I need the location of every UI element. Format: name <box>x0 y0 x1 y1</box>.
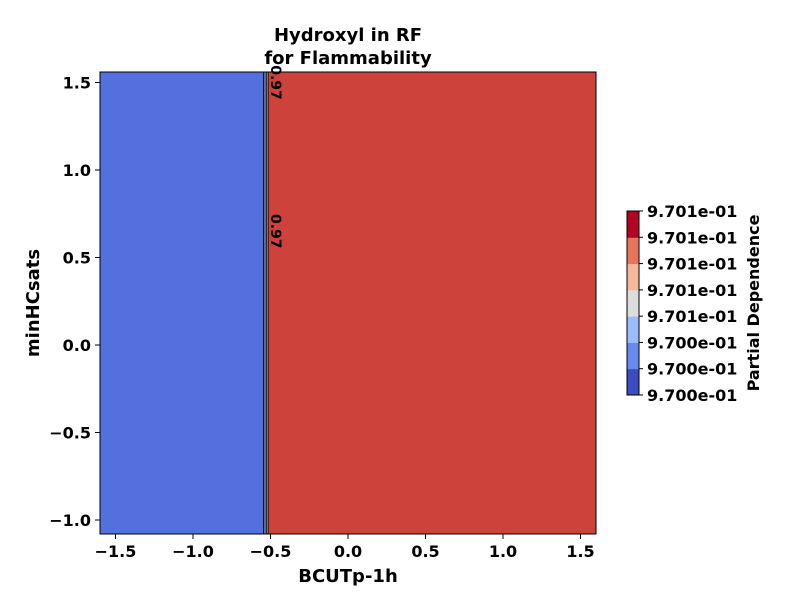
colorbar-segment-5 <box>627 237 639 265</box>
colorbar-tick-label-1: 9.701e-01 <box>647 228 737 247</box>
colorbar-tick-label-7: 9.700e-01 <box>647 386 737 405</box>
colorbar-label: Partial Dependence <box>744 214 763 391</box>
chart-title-line-2: for Flammability <box>264 48 432 69</box>
contour-label-1: 0.97 <box>267 214 283 249</box>
x-tick-label-0: −1.5 <box>95 542 137 561</box>
y-tick-label-4: −0.5 <box>49 424 91 443</box>
colorbar-segment-4 <box>627 263 639 291</box>
colorbar-tick-label-6: 9.700e-01 <box>647 360 737 379</box>
colorbar-segment-0 <box>627 368 639 396</box>
colorbar-tick-label-4: 9.701e-01 <box>647 307 737 326</box>
x-tick-label-2: −0.5 <box>250 542 292 561</box>
x-axis-ticks: −1.5 −1.0 −0.5 0.0 0.5 1.0 1.5 <box>95 534 595 561</box>
y-axis-ticks: 1.5 1.0 0.5 0.0 −0.5 −1.0 <box>49 74 100 530</box>
colorbar-tick-label-3: 9.701e-01 <box>647 281 737 300</box>
y-tick-label-1: 1.0 <box>63 161 91 180</box>
colorbar-tick-label-2: 9.701e-01 <box>647 255 737 274</box>
heatmap-region-0 <box>100 72 264 534</box>
y-tick-label-0: 1.5 <box>63 74 91 93</box>
colorbar: 9.701e-01 9.701e-01 9.701e-01 9.701e-01 9.70… <box>626 202 737 405</box>
colorbar-segment-2 <box>627 316 639 343</box>
y-tick-label-5: −1.0 <box>49 511 91 530</box>
y-axis-label: minHCsats <box>23 249 44 357</box>
contour-lines <box>263 72 269 534</box>
contour-label-0: 0.97 <box>267 65 283 100</box>
y-tick-label-3: 0.0 <box>63 336 91 355</box>
colorbar-tick-label-5: 9.700e-01 <box>647 333 737 352</box>
heatmap-regions <box>100 72 596 534</box>
contour-labels: 0.97 0.97 <box>267 65 283 248</box>
heatmap-region-3 <box>266 72 269 534</box>
x-axis-label: BCUTp-1h <box>298 566 398 587</box>
colorbar-segment-1 <box>627 342 639 370</box>
colorbar-frame <box>626 210 640 396</box>
colorbar-tick-label-0: 9.701e-01 <box>647 202 737 221</box>
x-tick-label-1: −1.0 <box>172 542 214 561</box>
chart-title-line-1: Hydroxyl in RF <box>274 25 422 46</box>
x-tick-label-3: 0.0 <box>334 542 362 561</box>
x-tick-label-6: 1.5 <box>566 542 594 561</box>
heatmap-region-1 <box>263 72 266 534</box>
y-tick-label-2: 0.5 <box>63 249 91 268</box>
x-tick-label-4: 0.5 <box>411 542 439 561</box>
heatmap-region-2 <box>265 72 267 534</box>
colorbar-segment-6 <box>627 211 639 238</box>
chart-title: Hydroxyl in RF for Flammability <box>264 25 432 69</box>
colorbar-segment-3 <box>627 289 639 317</box>
heatmap-region-4 <box>268 72 596 534</box>
x-tick-label-5: 1.0 <box>489 542 517 561</box>
